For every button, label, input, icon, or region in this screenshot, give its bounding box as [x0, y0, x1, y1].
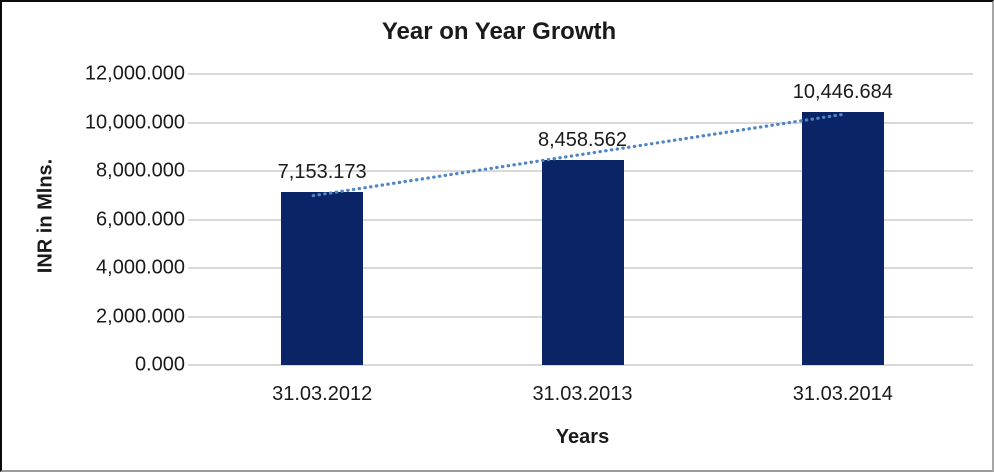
y-tick-label: 10,000.000	[84, 111, 185, 133]
gridline	[188, 364, 973, 366]
trendline	[311, 112, 848, 198]
x-tick-label: 31.03.2012	[272, 383, 373, 405]
bar	[281, 191, 364, 365]
y-tick-label: 12,000.000	[84, 62, 185, 85]
chart-title: Year on Year Growth	[381, 18, 617, 45]
x-axis-title: Years	[555, 426, 610, 448]
bar-value-label: 10,446.684	[792, 80, 893, 103]
plot-area: 0.000 2,000.000 4,000.000 6,000.000 8,000.00…	[85, 63, 973, 405]
x-tick-label: 31.03.2014	[792, 383, 893, 405]
gridline	[188, 121, 973, 124]
y-tick-label: 2,000.000	[96, 305, 185, 327]
bar	[541, 159, 624, 365]
bar-value-label: 8,458.562	[538, 128, 627, 151]
y-tick-label: 8,000.000	[96, 159, 185, 182]
bar	[801, 111, 884, 365]
bar-value-label: 7,153.173	[277, 160, 367, 183]
y-tick-label: 0.000	[134, 353, 185, 376]
y-tick-label: 6,000.000	[96, 208, 185, 230]
gridline	[188, 73, 973, 75]
y-tick-label: 4,000.000	[96, 256, 185, 279]
x-tick-label: 31.03.2013	[532, 383, 633, 405]
